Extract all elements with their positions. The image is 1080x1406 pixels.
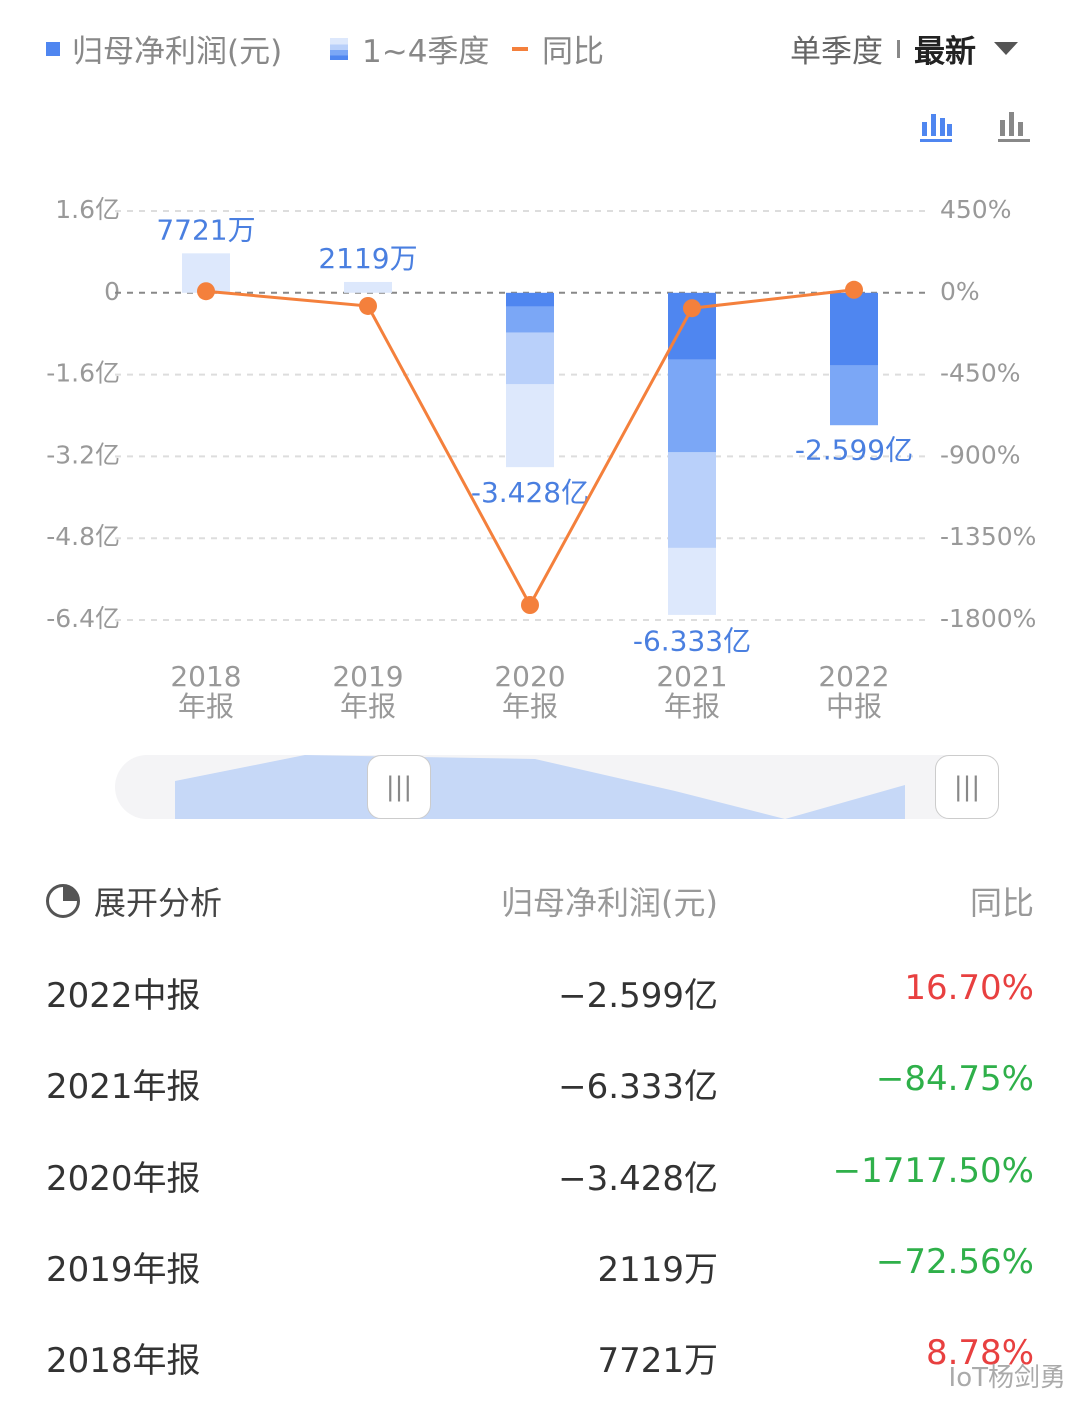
header-label: 展开分析: [94, 884, 223, 922]
x-tick-label: 2020 年报: [494, 660, 566, 723]
bar-segment: [506, 292, 554, 307]
y-tick-label: -4.8亿: [46, 522, 120, 551]
legend-label: 同比: [542, 34, 604, 70]
expand-analysis[interactable]: 展开分析: [46, 878, 222, 924]
x-tick-label: 2022 中报: [818, 660, 890, 723]
yoy-point: [845, 280, 863, 299]
row-change: 8.78%: [925, 1333, 1034, 1374]
row-value: 2119万: [597, 1249, 718, 1290]
row-change: −72.56%: [875, 1241, 1034, 1282]
header-label: 归母净利润(元): [501, 884, 718, 922]
y2-tick-label: 0%: [940, 277, 980, 306]
row-label: 2022中报: [46, 976, 201, 1016]
slider-preview: [175, 755, 905, 819]
bar-segment: [506, 384, 554, 468]
bar-segment: [506, 332, 554, 385]
mode-toggle[interactable]: 单季度: [790, 34, 883, 70]
slider-handle-right[interactable]: |||: [935, 755, 999, 819]
yoy-point: [521, 596, 539, 615]
row-value: −2.599亿: [558, 976, 718, 1016]
y-tick-label: 0: [104, 277, 120, 306]
y-tick-label: 1.6亿: [55, 195, 120, 224]
y2-tick-label: -900%: [940, 440, 1021, 469]
row-change: −84.75%: [875, 1059, 1034, 1100]
row-label: 2020年报: [46, 1158, 201, 1199]
legend-line: 同比: [512, 26, 604, 71]
legend-quarters: 1~4季度: [330, 26, 489, 71]
yoy-point: [197, 282, 215, 301]
pie-icon: [46, 884, 80, 918]
row-value: 7721万: [597, 1341, 718, 1382]
dropdown-arrow[interactable]: [994, 42, 1018, 55]
icon-single[interactable]: [998, 112, 1030, 142]
bar-segment: [506, 306, 554, 333]
bar-segment: [830, 365, 878, 426]
y2-tick-label: 450%: [940, 195, 1011, 224]
icon-grouped[interactable]: [920, 114, 952, 142]
data-label: -2.599亿: [795, 434, 913, 467]
legend-label: 1~4季度: [362, 34, 490, 70]
legend-swatch: [330, 37, 348, 60]
y-tick-label: -3.2亿: [46, 440, 120, 469]
range-slider[interactable]: ||| |||: [115, 755, 999, 819]
row-label: 2018年报: [46, 1341, 201, 1382]
x-tick-label: 2019 年报: [332, 660, 404, 723]
data-label: -6.333亿: [633, 625, 751, 658]
data-label: 7721万: [156, 213, 255, 246]
bar-segment: [668, 452, 716, 548]
row-change: −1717.50%: [832, 1150, 1034, 1191]
data-label: 2119万: [318, 242, 417, 275]
legend-swatch: [512, 46, 528, 51]
bar-segment: [668, 547, 716, 615]
y2-tick-label: -450%: [940, 359, 1021, 388]
row-label: 2019年报: [46, 1249, 201, 1290]
row-label: 2021年报: [46, 1067, 201, 1108]
slider-handle-left[interactable]: |||: [367, 755, 431, 819]
sort-toggle[interactable]: 最新: [914, 34, 976, 70]
data-label: -3.428亿: [471, 476, 589, 509]
yoy-point: [359, 296, 377, 315]
bar-segment: [668, 359, 716, 453]
legend-label: 归母净利润(元): [72, 34, 283, 70]
y2-tick-label: -1800%: [940, 604, 1036, 633]
watermark: IoT杨剑勇: [948, 1363, 1066, 1393]
row-change: 16.70%: [904, 968, 1034, 1008]
controls: 单季度 最新: [790, 26, 1018, 71]
divider: [897, 39, 900, 58]
row-value: −3.428亿: [558, 1158, 718, 1199]
legend-bar: 归母净利润(元): [46, 26, 282, 71]
y2-tick-label: -1350%: [940, 522, 1036, 551]
header-label: 同比: [969, 884, 1034, 922]
chart: 1.6亿 0 -1.6亿 -3.2亿 -4.8亿 -6.4亿 450% 0% -450% -900…: [46, 112, 1036, 658]
row-value: −6.333亿: [558, 1067, 718, 1108]
x-tick-label: 2021 年报: [656, 660, 728, 723]
bar-segment: [344, 281, 392, 293]
legend-swatch: [46, 41, 60, 56]
bar-segment: [830, 292, 878, 366]
y-tick-label: -6.4亿: [46, 604, 120, 633]
yoy-point: [683, 299, 701, 318]
y-tick-label: -1.6亿: [46, 359, 120, 388]
x-tick-label: 2018 年报: [170, 660, 242, 723]
